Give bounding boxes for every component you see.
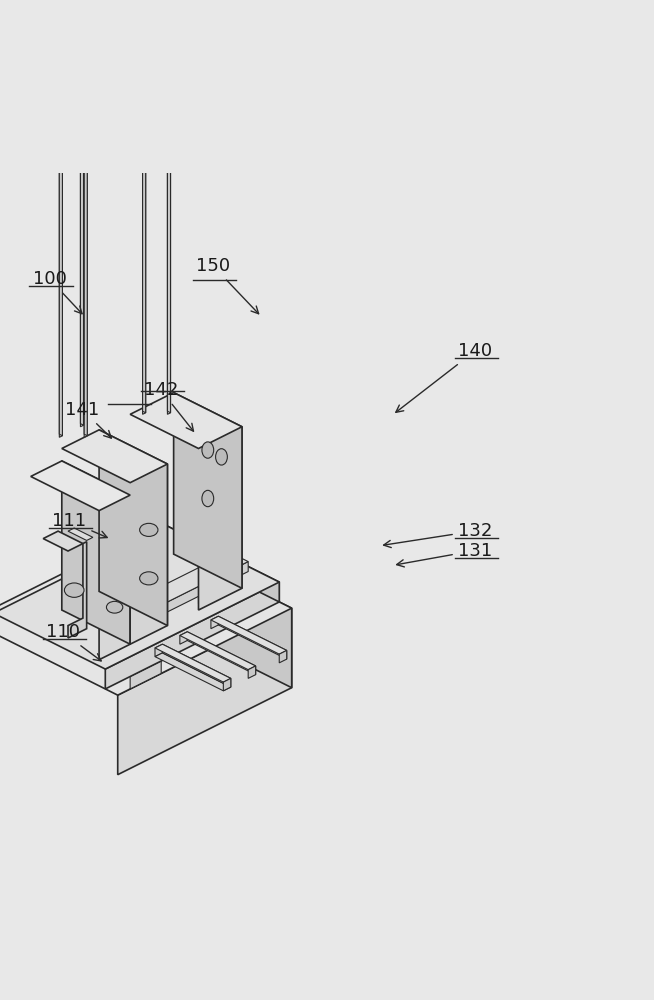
Polygon shape <box>80 125 84 425</box>
Ellipse shape <box>202 490 214 507</box>
Polygon shape <box>180 632 187 644</box>
Polygon shape <box>143 113 146 413</box>
Polygon shape <box>162 644 231 687</box>
Polygon shape <box>118 552 249 617</box>
Polygon shape <box>86 537 93 585</box>
Polygon shape <box>130 393 242 448</box>
Polygon shape <box>43 531 83 551</box>
Polygon shape <box>211 616 218 629</box>
Polygon shape <box>126 538 131 640</box>
Polygon shape <box>199 427 242 610</box>
Ellipse shape <box>54 134 65 141</box>
Polygon shape <box>155 644 162 657</box>
Polygon shape <box>167 526 279 602</box>
Text: 141: 141 <box>65 401 111 438</box>
Polygon shape <box>130 464 167 644</box>
Polygon shape <box>187 632 256 675</box>
Polygon shape <box>218 616 286 659</box>
Polygon shape <box>68 528 93 540</box>
Polygon shape <box>61 461 130 644</box>
Ellipse shape <box>202 442 214 458</box>
Text: 142: 142 <box>144 381 194 431</box>
Polygon shape <box>199 499 203 601</box>
Ellipse shape <box>140 572 158 585</box>
Polygon shape <box>84 138 87 437</box>
Text: 100: 100 <box>33 270 82 314</box>
Text: 140: 140 <box>396 342 492 412</box>
Text: 150: 150 <box>196 257 258 314</box>
Polygon shape <box>226 486 231 588</box>
Ellipse shape <box>78 134 90 141</box>
Polygon shape <box>0 534 292 695</box>
Polygon shape <box>80 127 84 427</box>
Ellipse shape <box>107 601 123 613</box>
Polygon shape <box>159 519 164 621</box>
Polygon shape <box>211 616 286 654</box>
Polygon shape <box>173 393 242 588</box>
Polygon shape <box>167 115 171 414</box>
Text: 111: 111 <box>52 512 107 538</box>
Polygon shape <box>143 115 146 414</box>
Text: 132: 132 <box>384 522 492 548</box>
Polygon shape <box>155 644 231 682</box>
Polygon shape <box>105 582 279 689</box>
Polygon shape <box>99 495 130 660</box>
Polygon shape <box>99 430 167 626</box>
Polygon shape <box>224 678 231 691</box>
Polygon shape <box>143 534 292 688</box>
Text: 131: 131 <box>397 542 492 567</box>
Polygon shape <box>130 661 161 689</box>
Polygon shape <box>60 138 62 437</box>
Polygon shape <box>68 542 86 638</box>
Polygon shape <box>167 113 171 413</box>
Polygon shape <box>60 136 62 436</box>
Text: 110: 110 <box>46 623 101 661</box>
Polygon shape <box>180 632 256 670</box>
Polygon shape <box>0 526 279 669</box>
Polygon shape <box>61 430 167 483</box>
Polygon shape <box>31 461 130 511</box>
Ellipse shape <box>75 123 86 131</box>
Polygon shape <box>155 653 231 691</box>
Polygon shape <box>279 650 286 663</box>
Polygon shape <box>249 666 256 678</box>
Ellipse shape <box>140 523 158 536</box>
Ellipse shape <box>216 449 228 465</box>
Polygon shape <box>226 488 231 590</box>
Polygon shape <box>159 522 164 624</box>
Ellipse shape <box>137 111 148 118</box>
Polygon shape <box>136 562 249 627</box>
Polygon shape <box>126 535 131 637</box>
Polygon shape <box>84 136 87 436</box>
Polygon shape <box>118 608 292 775</box>
Ellipse shape <box>64 583 84 597</box>
Polygon shape <box>199 502 203 604</box>
Ellipse shape <box>162 111 173 118</box>
